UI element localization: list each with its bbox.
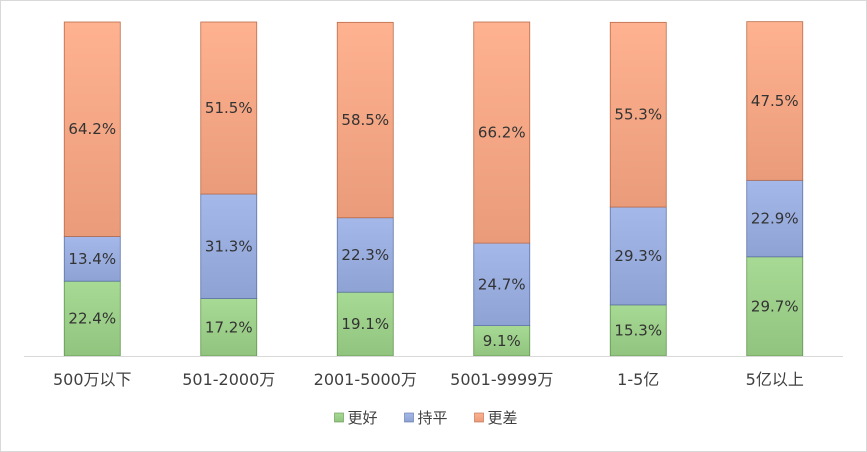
bar-segment (609, 304, 667, 357)
legend-swatch (404, 412, 414, 423)
data-label: 47.5% (751, 92, 799, 110)
data-label: 31.3% (205, 237, 253, 255)
data-label: 15.3% (614, 321, 662, 339)
bar-segment (473, 242, 531, 327)
bar-segment (200, 21, 258, 195)
x-tick-label: 500万以下 (53, 370, 132, 389)
data-label: 19.1% (341, 315, 389, 333)
bar-segment (473, 21, 531, 244)
data-label: 22.3% (341, 246, 389, 264)
bar-segment (63, 21, 121, 237)
data-label: 29.3% (614, 247, 662, 265)
data-label: 9.1% (483, 332, 521, 350)
data-label: 22.9% (751, 210, 799, 228)
legend-swatch (334, 412, 344, 423)
legend-label: 持平 (418, 409, 448, 427)
x-tick-label: 2001-5000万 (314, 370, 417, 389)
bar-segment (200, 298, 258, 357)
legend: 更好 持平 更差 (334, 409, 518, 427)
bar-segment (336, 291, 394, 357)
data-label: 13.4% (68, 250, 116, 268)
bar-segment (746, 21, 804, 181)
data-label: 22.4% (68, 310, 116, 328)
bar-segment (609, 206, 667, 306)
data-label: 58.5% (341, 111, 389, 129)
x-tick-label: 1-5亿 (617, 370, 659, 389)
bar-segment (200, 193, 258, 299)
data-label: 66.2% (478, 124, 526, 142)
bar-segment (609, 21, 667, 208)
data-label: 29.7% (751, 297, 799, 315)
data-label: 64.2% (68, 120, 116, 138)
x-tick-label: 5001-9999万 (450, 370, 553, 389)
labels-group: 22.4% 13.4% 64.2% 500万以下 17.2% 31.3% 51.5% 501-… (53, 92, 804, 389)
legend-swatch (474, 412, 484, 423)
x-tick-label: 501-2000万 (182, 370, 275, 389)
bars-group (63, 21, 804, 357)
bar-segment (63, 236, 121, 282)
legend-label: 更好 (348, 409, 378, 427)
data-label: 24.7% (478, 275, 526, 293)
data-label: 17.2% (205, 318, 253, 336)
data-label: 51.5% (205, 99, 253, 117)
data-label: 55.3% (614, 106, 662, 124)
x-tick-label: 5亿以上 (746, 370, 804, 389)
bar-segment (336, 217, 394, 293)
legend-label: 更差 (488, 409, 518, 427)
bar-segment (336, 21, 394, 219)
